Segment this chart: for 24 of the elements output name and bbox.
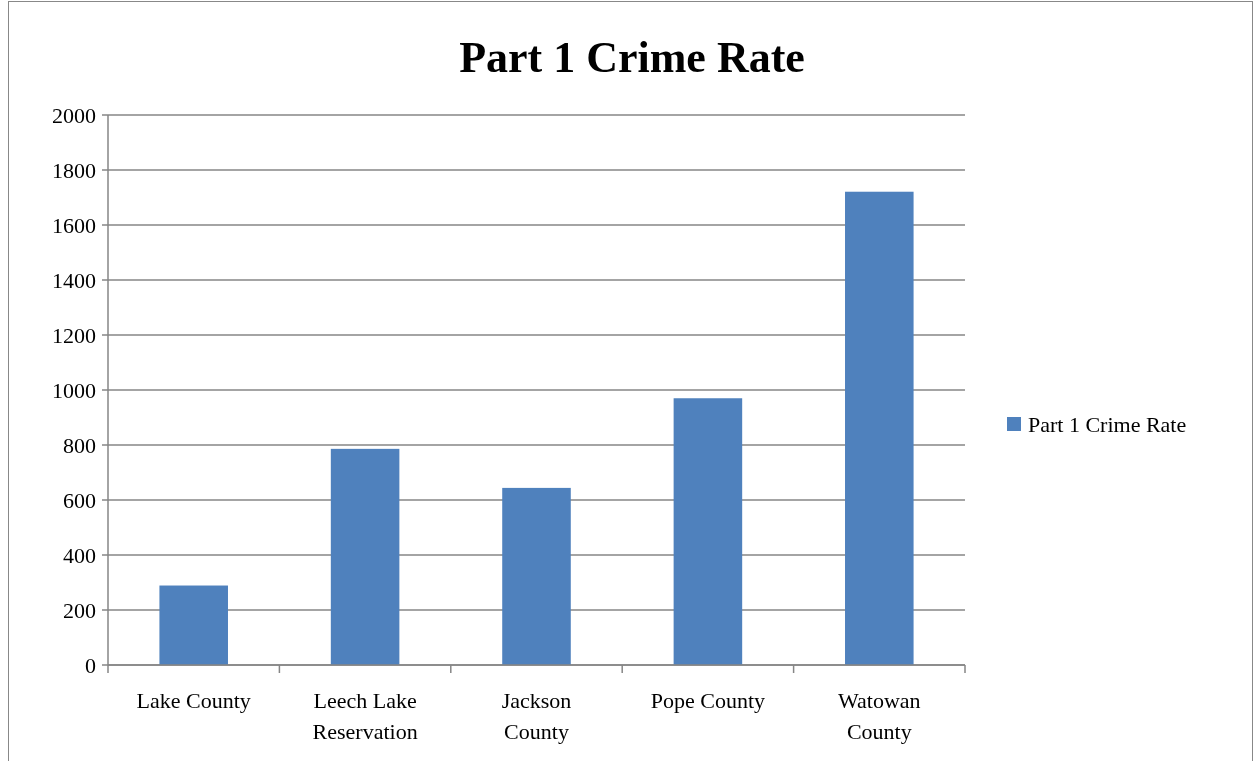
y-tick-label: 1000 — [52, 377, 96, 403]
y-tick-label: 1200 — [52, 322, 96, 348]
y-tick-label: 800 — [63, 432, 96, 458]
page-frame: Part 1 Crime Rate 0 200 400 600 800 1000 1200 1400 1600 1800 2000 Lake County Leech Lake Reservation Jackson County Pope County Watowan County Part 1 Crime Rate — [8, 1, 1253, 761]
y-tick-label: 400 — [63, 542, 96, 568]
y-tick-label: 200 — [63, 597, 96, 623]
chart-title: Part 1 Crime Rate — [459, 33, 805, 82]
x-tick-label: Jackson County — [501, 688, 572, 744]
y-tick-label: 0 — [85, 652, 96, 678]
bar — [330, 448, 400, 665]
bar — [845, 191, 914, 665]
x-tick-label: Pope County — [650, 688, 766, 713]
y-tick-label: 1400 — [52, 267, 96, 293]
legend-label: Part 1 Crime Rate — [1028, 411, 1187, 437]
x-tick-label: Watowan County — [838, 688, 921, 744]
y-tick-label: 1600 — [52, 212, 96, 238]
y-tick-label: 1800 — [52, 157, 96, 183]
x-tick-label: Lake County — [136, 688, 251, 713]
bar — [502, 487, 571, 665]
x-tick-label: Leech Lake Reservation — [312, 688, 418, 744]
bar — [673, 398, 743, 665]
y-tick-label: 600 — [63, 487, 96, 513]
bar — [159, 585, 228, 665]
y-tick-label: 2000 — [52, 102, 96, 128]
